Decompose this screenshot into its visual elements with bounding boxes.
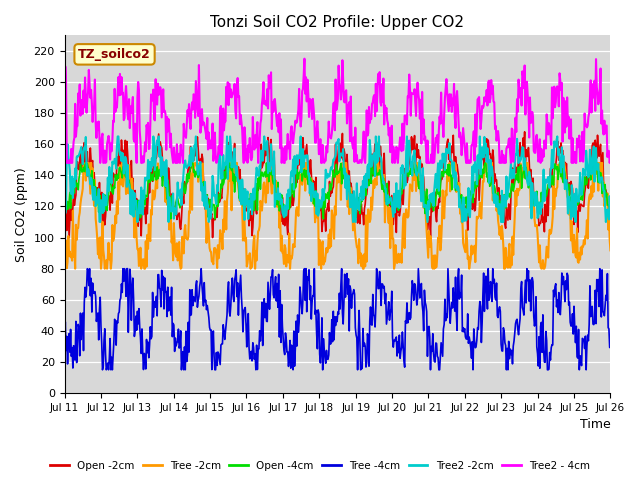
Tree -4cm xyxy=(212,349,220,355)
Open -4cm xyxy=(82,160,90,166)
Tree -4cm xyxy=(421,300,429,305)
Tree2 - 4cm xyxy=(212,152,220,157)
Open -4cm xyxy=(70,190,78,196)
Y-axis label: Soil CO2 (ppm): Soil CO2 (ppm) xyxy=(15,167,28,262)
Line: Tree2 - 4cm: Tree2 - 4cm xyxy=(65,59,611,163)
Line: Tree -4cm: Tree -4cm xyxy=(65,269,611,370)
Tree2 -2cm xyxy=(128,212,136,218)
Tree -4cm xyxy=(61,348,68,354)
Tree -2cm xyxy=(71,266,79,272)
Open -2cm xyxy=(71,197,79,203)
Open -2cm xyxy=(61,218,68,224)
Tree2 - 4cm xyxy=(61,102,68,108)
X-axis label: Time: Time xyxy=(580,419,611,432)
Open -2cm xyxy=(183,180,191,186)
Open -2cm xyxy=(607,206,614,212)
Open -4cm xyxy=(421,211,429,216)
Open -2cm xyxy=(212,215,220,220)
Open -4cm xyxy=(183,171,191,177)
Tree2 - 4cm xyxy=(301,56,308,61)
Open -2cm xyxy=(420,188,428,194)
Tree -2cm xyxy=(421,197,429,203)
Title: Tonzi Soil CO2 Profile: Upper CO2: Tonzi Soil CO2 Profile: Upper CO2 xyxy=(211,15,465,30)
Tree2 -2cm xyxy=(61,193,68,199)
Tree2 - 4cm xyxy=(71,101,79,107)
Tree -2cm xyxy=(212,252,220,258)
Tree2 - 4cm xyxy=(127,110,135,116)
Open -4cm xyxy=(212,204,220,209)
Open -4cm xyxy=(127,200,135,205)
Open -2cm xyxy=(521,129,529,135)
Tree2 -2cm xyxy=(70,184,78,190)
Tree -2cm xyxy=(405,197,413,203)
Open -4cm xyxy=(405,168,413,174)
Tree2 -2cm xyxy=(212,201,220,207)
Tree2 - 4cm xyxy=(607,154,614,160)
Tree -2cm xyxy=(83,160,90,166)
Tree2 -2cm xyxy=(421,202,429,208)
Tree -2cm xyxy=(61,228,68,234)
Tree2 - 4cm xyxy=(63,160,70,166)
Line: Tree -2cm: Tree -2cm xyxy=(65,163,611,269)
Legend: Open -2cm, Tree -2cm, Open -4cm, Tree -4cm, Tree2 -2cm, Tree2 - 4cm: Open -2cm, Tree -2cm, Open -4cm, Tree -4… xyxy=(46,456,594,475)
Tree -4cm xyxy=(83,266,91,272)
Text: TZ_soilco2: TZ_soilco2 xyxy=(78,48,151,61)
Tree2 -2cm xyxy=(184,164,191,169)
Open -2cm xyxy=(404,166,412,172)
Open -4cm xyxy=(61,213,68,218)
Tree -2cm xyxy=(184,237,191,242)
Open -2cm xyxy=(65,235,73,240)
Tree -2cm xyxy=(607,248,614,253)
Tree2 - 4cm xyxy=(421,134,429,140)
Tree2 -2cm xyxy=(405,138,413,144)
Tree -4cm xyxy=(607,345,614,350)
Tree -4cm xyxy=(184,351,191,357)
Tree -2cm xyxy=(128,176,136,181)
Tree2 - 4cm xyxy=(183,121,191,127)
Open -4cm xyxy=(607,199,614,205)
Tree2 -2cm xyxy=(97,219,104,225)
Line: Open -4cm: Open -4cm xyxy=(65,163,611,219)
Tree -4cm xyxy=(405,310,413,315)
Tree2 -2cm xyxy=(607,214,614,220)
Tree -4cm xyxy=(128,285,136,290)
Open -4cm xyxy=(211,216,219,222)
Tree -4cm xyxy=(70,357,78,362)
Tree -2cm xyxy=(70,246,78,252)
Tree2 -2cm xyxy=(114,133,122,139)
Tree -4cm xyxy=(99,367,106,372)
Tree2 - 4cm xyxy=(405,72,413,77)
Open -2cm xyxy=(127,158,135,164)
Line: Tree2 -2cm: Tree2 -2cm xyxy=(65,136,611,222)
Line: Open -2cm: Open -2cm xyxy=(65,132,611,238)
